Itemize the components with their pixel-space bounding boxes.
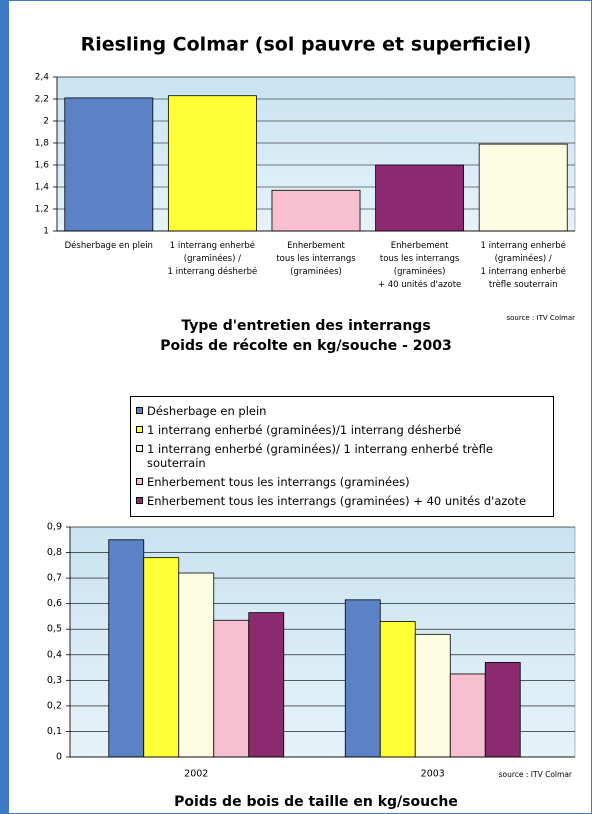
- y-tick-label: 1,8: [35, 139, 50, 149]
- legend-item: Enherbement tous les interrangs (graminé…: [136, 494, 548, 508]
- legend-item: 1 interrang enherbé (graminées)/1 interr…: [136, 423, 548, 437]
- y-tick-label: 1,6: [35, 161, 50, 171]
- y-tick-label: 1: [43, 227, 49, 237]
- side-strip: [0, 0, 8, 814]
- bar: [213, 619, 250, 758]
- legend-label: Enherbement tous les interrangs (graminé…: [147, 475, 410, 489]
- legend-label: Désherbage en plein: [147, 404, 267, 418]
- legend-swatch: [136, 445, 143, 452]
- bar: [449, 673, 486, 758]
- y-tick-label: 0,1: [47, 726, 62, 737]
- bar: [344, 599, 381, 758]
- x-tick-label-line: Enherbement: [391, 241, 449, 251]
- legend: Désherbage en plein 1 interrang enherbé (…: [130, 396, 554, 517]
- bar: [143, 557, 180, 758]
- x-tick-label-line: + 40 unités d'azote: [378, 279, 461, 290]
- legend-label: Enherbement tous les interrangs (graminé…: [147, 494, 527, 508]
- y-tick-label: 2,4: [35, 73, 50, 83]
- bar: [414, 633, 451, 758]
- x-tick-label-line: Enherbement: [287, 241, 345, 251]
- x-axis-label: Poids de récolte en kg/souche - 2003: [160, 338, 451, 354]
- y-tick-label: 2: [43, 117, 49, 127]
- bar: [178, 572, 215, 758]
- x-tick-label-line: 1 interrang enherbé: [481, 240, 566, 251]
- y-tick-label: 0,9: [47, 522, 62, 533]
- legend-swatch: [136, 478, 143, 485]
- y-tick-label: 0: [56, 752, 62, 763]
- legend-label: 1 interrang enherbé (graminées)/ 1 inter…: [147, 442, 493, 470]
- x-tick-label-line: 1 interrang enherbé: [170, 240, 255, 251]
- x-tick-label: 1 interrang enherbé (graminées) / 1 interr…: [168, 240, 258, 277]
- legend-swatch: [136, 497, 143, 504]
- x-tick-label-line: (graminées): [394, 266, 446, 277]
- bar: [379, 621, 416, 758]
- chart-title: Riesling Colmar (sol pauvre et superfici…: [81, 34, 532, 56]
- x-tick-label-line: Désherbage en plein: [65, 240, 153, 251]
- x-tick-label: Désherbage en plein: [65, 240, 153, 251]
- x-tick-label-line: 1 interrang désherbé: [168, 266, 258, 277]
- x-tick-label: 1 interrang enherbé (graminées) / 1 interr…: [481, 240, 566, 290]
- x-tick-label-line: (graminées) /: [184, 253, 241, 264]
- x-tick-label-line: (graminées): [290, 266, 342, 277]
- y-tick-label: 0,2: [47, 700, 62, 711]
- x-tick-label-line: tous les interrangs: [276, 254, 356, 264]
- x-axis-label: Type d'entretien des interrangs: [181, 318, 430, 334]
- legend-swatch: [136, 407, 143, 414]
- legend-item: Désherbage en plein: [136, 404, 548, 418]
- source: source : ITV Colmar: [506, 314, 575, 322]
- x-tick-label-line: (graminées) /: [495, 253, 552, 264]
- legend-swatch: [136, 426, 143, 433]
- x-tick-label: 2003: [421, 769, 445, 780]
- bar: [167, 95, 257, 232]
- x-tick-label: 2002: [184, 769, 208, 780]
- y-tick-label: 0,4: [47, 649, 62, 660]
- y-tick-label: 0,8: [47, 547, 62, 558]
- y-tick-label: 0,7: [47, 573, 62, 584]
- bar: [248, 612, 285, 758]
- bar: [108, 539, 145, 758]
- x-tick-label-line: 1 interrang enherbé: [481, 266, 566, 277]
- x-tick-label-line: tous les interrangs: [380, 254, 460, 264]
- legend-item: 1 interrang enherbé (graminées)/ 1 inter…: [136, 442, 548, 470]
- x-axis-label: Poids de bois de taille en kg/souche: [174, 794, 458, 810]
- y-tick-label: 1,2: [35, 205, 49, 215]
- bar: [478, 143, 568, 232]
- y-tick-label: 0,3: [47, 675, 62, 686]
- x-tick-label-line: trèfle souterrain: [489, 279, 558, 290]
- y-tick-label: 1,4: [35, 183, 50, 193]
- bar: [375, 164, 465, 232]
- source: source : ITV Colmar: [499, 770, 573, 779]
- legend-label: 1 interrang enherbé (graminées)/1 interr…: [147, 423, 462, 437]
- bar: [271, 189, 361, 232]
- x-tick-label: Enherbement tous les interrangs (graminées…: [378, 241, 461, 290]
- x-tick-label: Enherbement tous les interrangs (graminées…: [276, 241, 356, 277]
- y-tick-label: 0,5: [47, 624, 62, 635]
- bar: [484, 662, 521, 758]
- bar: [64, 97, 154, 232]
- y-tick-label: 0,6: [47, 598, 62, 609]
- y-tick-label: 2,2: [35, 95, 49, 105]
- legend-item: Enherbement tous les interrangs (graminé…: [136, 475, 548, 489]
